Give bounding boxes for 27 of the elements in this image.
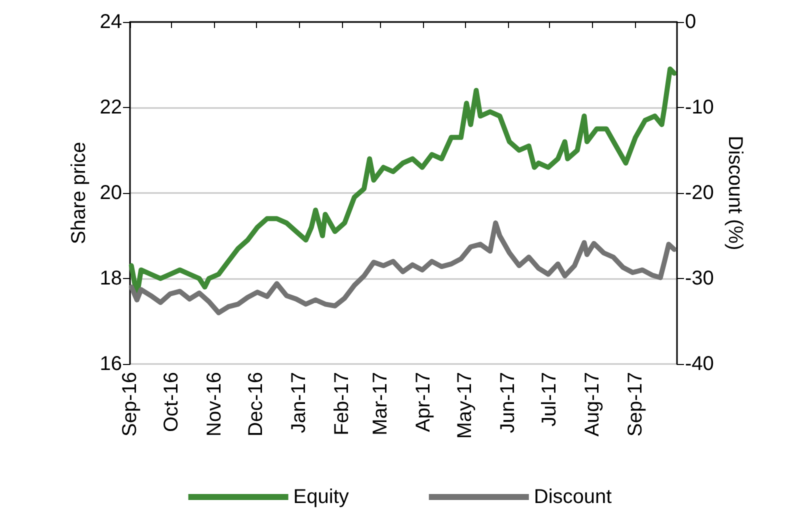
y-axis-title: Share price xyxy=(68,142,90,244)
y2-tick-label: 0 xyxy=(685,11,696,33)
y2-axis-title: Discount (%) xyxy=(724,136,746,250)
y2-tick-label: -20 xyxy=(685,182,714,204)
x-tick-label: Aug-17 xyxy=(582,372,604,436)
x-tick-label: Jun-17 xyxy=(497,372,520,434)
x-tick-label: Oct-16 xyxy=(160,372,183,432)
x-tick-label: Sep-16 xyxy=(119,372,141,436)
legend-label: Discount xyxy=(534,486,612,508)
y-tick-label: 16 xyxy=(100,353,122,375)
x-tick-label: Jul-17 xyxy=(538,372,561,426)
x-tick-label: Mar-17 xyxy=(370,372,392,436)
x-tick-label: Feb-17 xyxy=(330,372,353,436)
y2-tick-label: -10 xyxy=(685,96,714,118)
y-tick-label: 24 xyxy=(100,11,122,33)
y2-tick-label: -40 xyxy=(685,353,714,375)
x-tick-label: Jan-17 xyxy=(288,372,310,434)
x-tick-label: Dec-16 xyxy=(245,372,268,436)
x-tick-label: Sep-17 xyxy=(624,372,646,436)
x-tick-label: Nov-16 xyxy=(203,372,226,436)
x-tick-label: Apr-17 xyxy=(412,372,435,432)
y-tick-label: 20 xyxy=(100,182,122,204)
x-tick-label: May-17 xyxy=(454,372,476,439)
legend-label: Equity xyxy=(293,486,349,508)
y-tick-label: 22 xyxy=(100,96,122,118)
y2-tick-label: -30 xyxy=(685,268,714,290)
y-tick-label: 18 xyxy=(100,268,122,290)
